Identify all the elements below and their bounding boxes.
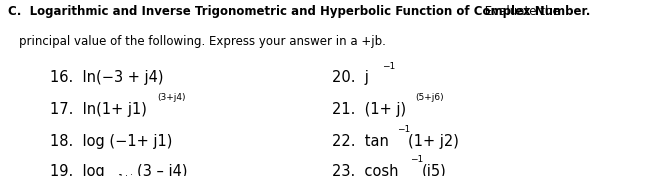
Text: −1: −1 xyxy=(410,155,424,164)
Text: 1+j: 1+j xyxy=(118,174,134,176)
Text: (5+j6): (5+j6) xyxy=(415,93,444,102)
Text: C.  Logarithmic and Inverse Trigonometric and Hyperbolic Function of Complex Num: C. Logarithmic and Inverse Trigonometric… xyxy=(8,5,590,18)
Text: 17.  ln(1+ j1): 17. ln(1+ j1) xyxy=(50,102,147,117)
Text: (3+j4): (3+j4) xyxy=(157,93,186,102)
Text: 19.  log: 19. log xyxy=(50,164,104,176)
Text: −1: −1 xyxy=(382,62,396,71)
Text: 18.  log (−1+ j1): 18. log (−1+ j1) xyxy=(50,134,172,149)
Text: (1+ j2): (1+ j2) xyxy=(408,134,459,149)
Text: 20.  j: 20. j xyxy=(332,70,369,85)
Text: 23.  cosh: 23. cosh xyxy=(332,164,398,176)
Text: Evaluate the: Evaluate the xyxy=(481,5,560,18)
Text: 21.  (1+ j): 21. (1+ j) xyxy=(332,102,406,117)
Text: 16.  ln(−3 + j4): 16. ln(−3 + j4) xyxy=(50,70,163,85)
Text: −1: −1 xyxy=(397,125,410,134)
Text: (3 – j4): (3 – j4) xyxy=(137,164,188,176)
Text: 22.  tan: 22. tan xyxy=(332,134,389,149)
Text: principal value of the following. Express your answer in a +jb.: principal value of the following. Expres… xyxy=(19,35,386,48)
Text: (j5): (j5) xyxy=(422,164,446,176)
